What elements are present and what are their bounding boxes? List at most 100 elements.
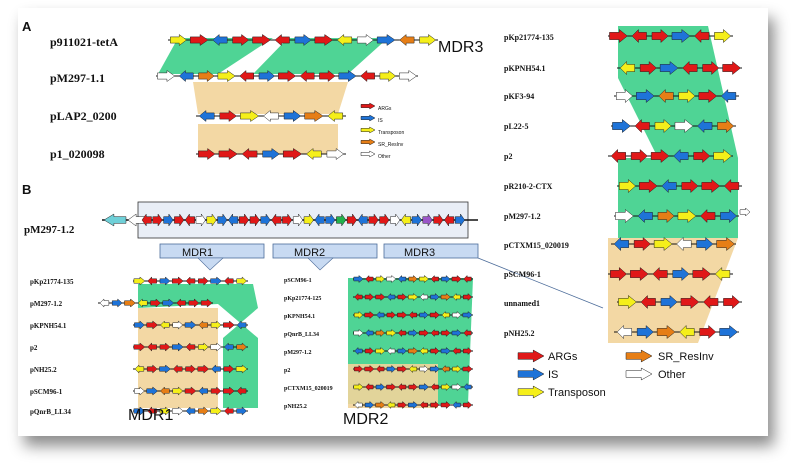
gene-arrow [609,28,628,44]
gene-arrow [616,88,633,104]
gene-arrow [238,213,250,227]
gene-arrow [680,294,700,310]
gene-arrow [162,298,175,308]
gene-arrow [353,274,364,284]
gene-arrow [172,320,184,330]
gene-arrow [433,213,444,227]
gene-arrow [353,328,364,338]
gene-arrow [150,298,161,308]
panel-a-plasmid-4: p1_020098 [50,147,105,161]
panel-b-main-plasmid: pM297-1.2 [24,224,75,236]
gene-arrow [185,342,196,352]
gene-arrow [419,33,437,47]
gene-arrow [418,274,429,284]
gene-arrow [223,364,235,374]
gene-arrow [517,385,545,399]
gene-arrow [397,346,407,356]
mdr2-region-label: MDR2 [294,247,325,259]
gene-arrow [400,213,411,227]
gene-arrow [463,292,473,302]
gene-arrow [236,342,247,352]
panel-a-plasmid-3: pLAP2_0200 [50,109,117,123]
gene-arrow [702,60,720,76]
gene-arrow [636,324,654,340]
gene-arrow [444,213,455,227]
gene-arrow [700,208,716,224]
gene-arrow [619,60,635,76]
gene-arrow [185,406,196,416]
gene-arrow [386,310,396,320]
gene-arrow [198,276,209,286]
gene-arrow [454,213,466,227]
mdr1-plasmid-5: pNH25.2 [30,366,57,374]
gene-arrow [274,33,290,47]
gene-arrow [441,274,451,284]
gene-arrow [660,294,678,310]
gene-arrow [147,406,157,416]
gene-arrow [375,382,385,392]
gene-arrow [327,109,344,123]
gene-arrow [365,382,374,392]
gene-arrow [375,400,386,410]
gene-arrow [200,298,213,308]
gene-arrow [463,382,472,392]
gene-arrow [188,298,200,308]
legend-transposon-label: Transposon [548,387,606,399]
legend-sr-label: SR_ResInv [658,351,714,363]
gene-arrow [397,328,407,338]
panel-b-label: B [22,182,31,197]
gene-arrow [636,88,655,104]
gene-arrow [141,213,152,227]
gene-arrow [630,148,648,164]
gene-arrow [258,69,276,83]
gene-arrow [714,266,731,282]
panel-a-plasmid-2: pM297-1.1 [50,71,105,85]
gene-arrow [630,266,649,282]
gene-arrow [198,406,209,416]
gene-arrow [631,28,647,44]
gene-arrow [147,342,157,352]
mdr1-plasmid-6: pSCM96-1 [30,388,63,396]
mini-legend-args: ARGs [378,106,392,112]
gene-arrow [354,400,363,410]
gene-arrow [189,34,209,46]
gene-arrow [674,118,694,134]
gene-arrow [217,213,228,227]
gene-arrow [699,324,717,340]
gene-arrow [397,364,408,374]
gene-arrow [292,213,304,227]
gene-arrow [451,274,462,284]
gene-arrow [236,386,247,396]
gene-arrow [360,114,376,122]
gene-arrow [172,386,184,396]
gene-arrow [360,102,376,110]
gene-arrow [408,382,418,392]
gene-arrow [610,148,626,164]
gene-arrow [462,310,473,320]
gene-arrow [163,213,174,227]
gene-arrow [651,28,669,44]
gene-arrow [671,28,691,44]
panel-c-plasmid-8: pCTXM15_020019 [504,241,569,250]
gene-arrow [408,364,418,374]
mdr1-plasmid-4: p2 [30,344,38,352]
gene-arrow [364,310,375,320]
gene-arrow [722,60,741,76]
mini-legend-other: Other [378,154,391,160]
gene-arrow [418,382,429,392]
gene-arrow [387,400,396,410]
gene-arrow [336,33,353,47]
gene-arrow [357,213,368,227]
gene-arrow [171,406,184,416]
gene-arrow [698,88,718,104]
gene-arrow [677,208,697,224]
gene-arrow [346,213,358,227]
gene-arrow [619,178,636,194]
gene-arrow [294,33,312,47]
gene-arrow [224,342,234,352]
gene-arrow [198,386,208,396]
gene-arrow [397,274,407,284]
gene-arrow [654,118,672,134]
gene-arrow [160,386,170,396]
gene-arrow [184,213,195,227]
